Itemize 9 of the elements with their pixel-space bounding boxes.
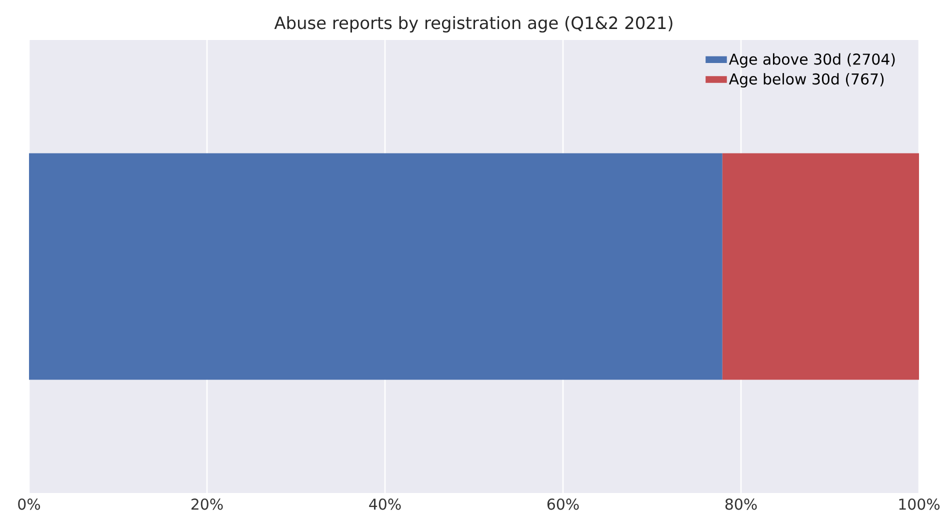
x-tick-label: 60%: [547, 498, 579, 510]
x-tick-label: 100%: [899, 498, 940, 510]
chart-title: Abuse reports by registration age (Q1&2 2021): [274, 16, 672, 32]
legend-label: Age above 30d (2704): [728, 53, 895, 68]
x-tick-label: 0%: [18, 498, 40, 510]
x-tick-label: 40%: [369, 498, 401, 510]
x-tick-label: 20%: [191, 498, 223, 510]
x-tick-label: 80%: [725, 498, 757, 510]
legend-label: Age below 30d (767): [728, 73, 884, 88]
